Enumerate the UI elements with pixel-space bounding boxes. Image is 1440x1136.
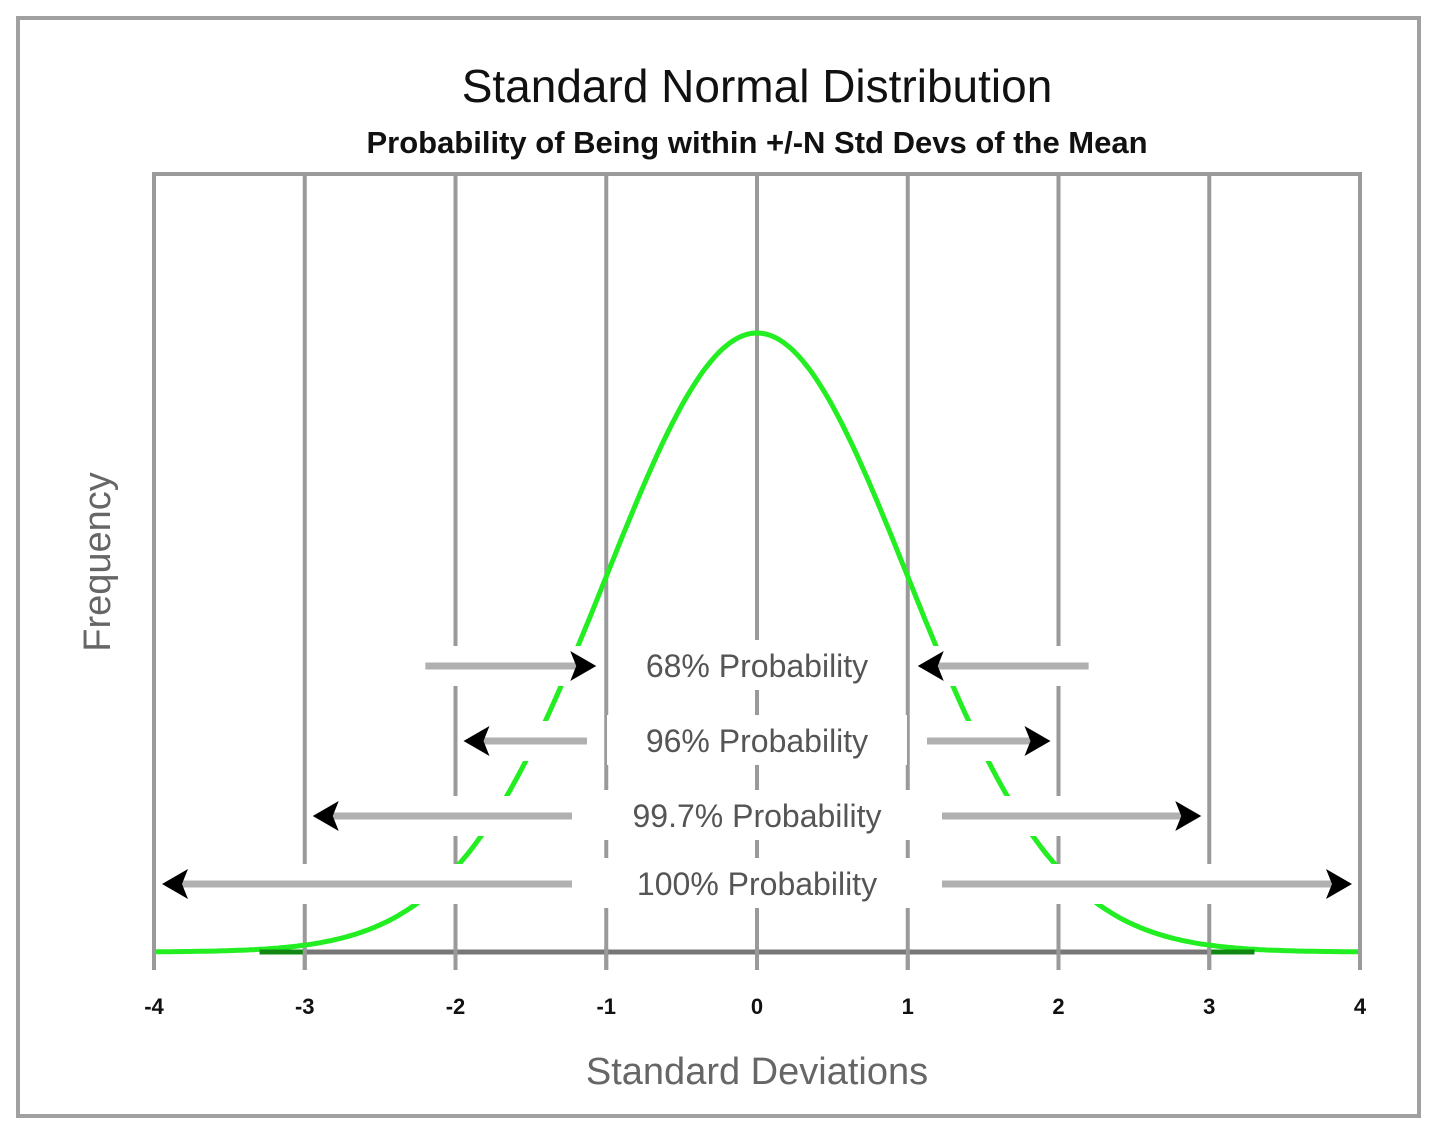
arrow-head-right-icon [1024, 726, 1051, 756]
x-tick-label: 0 [751, 994, 763, 1019]
arrow-head-right-icon [570, 651, 597, 681]
x-tick-label: 4 [1354, 994, 1367, 1019]
arrow-head-right-icon [1326, 869, 1352, 899]
x-tick-label: 3 [1203, 994, 1215, 1019]
arrow-head-left-icon [917, 651, 944, 681]
arrow-head-left-icon [312, 801, 339, 831]
annotation-label: 99.7% Probability [632, 798, 881, 834]
arrow-head-left-icon [162, 869, 188, 899]
arrow-head-right-icon [1175, 801, 1202, 831]
x-tick-label: -1 [596, 994, 616, 1019]
chart-subtitle: Probability of Being within +/-N Std Dev… [366, 125, 1147, 160]
label-background [592, 790, 922, 840]
annotation-label: 96% Probability [646, 723, 868, 759]
x-tick-label: 2 [1052, 994, 1064, 1019]
outer-frame [16, 16, 1421, 1118]
label-background [607, 715, 907, 765]
x-axis-title: Standard Deviations [586, 1051, 928, 1093]
annotation-label: 100% Probability [637, 866, 877, 902]
annotation-99.7-pct: 99.7% Probability [308, 790, 1206, 840]
plot-frame [152, 172, 1362, 970]
x-tick-label: 1 [902, 994, 914, 1019]
y-axis-title: Frequency [77, 472, 119, 652]
pdf-line [154, 330, 1360, 955]
x-tick-label: -4 [144, 994, 164, 1019]
x-tick-label: -2 [446, 994, 466, 1019]
x-axis [152, 948, 1362, 970]
annotation-96-pct: 96% Probability [459, 715, 1055, 765]
normal-curve [154, 330, 1360, 955]
label-background [617, 640, 897, 690]
x-tick-labels: -4 -3 -2 -1 0 1 2 3 4 [144, 994, 1367, 1019]
arrow-head-left-icon [463, 726, 490, 756]
probability-annotations: 68% Probability 96% Probability 99.7% Prob… [158, 640, 1356, 908]
annotation-label: 68% Probability [646, 648, 868, 684]
annotation-100-pct: 100% Probability [158, 858, 1356, 908]
label-background [592, 858, 922, 908]
x-tick-label: -3 [295, 994, 315, 1019]
annotation-68-pct: 68% Probability [421, 640, 1093, 690]
chart-title: Standard Normal Distribution [462, 60, 1053, 112]
plot-border [152, 172, 1362, 970]
